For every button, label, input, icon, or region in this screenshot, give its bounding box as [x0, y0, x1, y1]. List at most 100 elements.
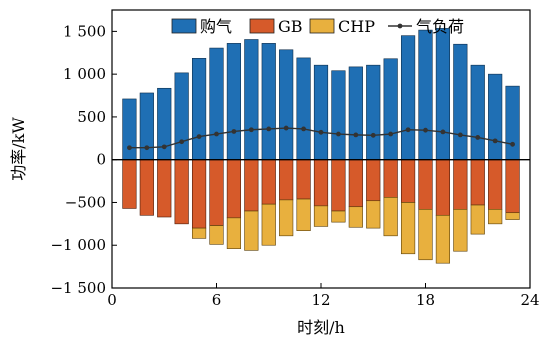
bar-gb	[191, 159, 207, 229]
bar-chp	[279, 199, 294, 237]
load-point	[388, 131, 394, 137]
bar-gb	[488, 159, 503, 210]
load-point	[231, 129, 237, 134]
bar-purchase	[209, 47, 224, 160]
bar-chp	[488, 209, 503, 225]
load-point	[144, 145, 150, 151]
load-line-layer	[127, 125, 515, 151]
bar-gb	[209, 159, 224, 226]
x-tick-label: 6	[212, 291, 222, 309]
bar-gb	[157, 159, 172, 218]
bar-chp	[383, 197, 398, 237]
y-tick-label: 500	[77, 108, 106, 126]
bar-chp	[470, 204, 485, 235]
bar-purchase	[174, 72, 189, 160]
x-axis-label: 时刻/h	[297, 318, 345, 337]
bar-purchase	[331, 70, 346, 160]
bar-purchase	[383, 58, 398, 160]
load-point	[179, 139, 185, 145]
load-point	[127, 145, 132, 151]
load-point	[301, 126, 306, 132]
bar-purchase	[279, 49, 294, 160]
load-point	[283, 125, 289, 131]
bar-chp	[261, 203, 276, 246]
bar-chp	[244, 210, 259, 251]
load-point	[214, 131, 219, 137]
load-point	[196, 134, 202, 139]
legend-label: CHP	[338, 17, 375, 36]
load-point	[248, 127, 254, 133]
load-point	[161, 144, 167, 150]
bar-chp	[313, 205, 329, 227]
bar-gb	[418, 159, 433, 210]
legend-label: GB	[278, 17, 303, 36]
bar-chp	[191, 227, 207, 239]
y-tick-label: −500	[65, 193, 106, 211]
bar-chp	[435, 214, 451, 264]
bar-purchase	[191, 58, 207, 160]
bar-purchase	[226, 43, 242, 160]
bar-chp	[296, 198, 311, 231]
bar-purchase	[435, 28, 451, 160]
legend-swatch	[171, 18, 197, 34]
bar-purchase	[296, 57, 311, 160]
bar-gb	[261, 159, 276, 205]
load-point	[475, 135, 481, 140]
y-tick-label: 1 000	[63, 65, 106, 83]
bar-purchase	[261, 43, 276, 160]
x-tick-label: 12	[311, 291, 330, 309]
bar-chp	[209, 225, 224, 245]
y-axis-label: 功率/kW	[9, 117, 28, 181]
bar-gb	[331, 159, 346, 212]
bar-gb	[383, 159, 398, 198]
load-point	[457, 132, 463, 138]
bar-chp	[366, 200, 381, 229]
y-tick-label: 1 500	[63, 22, 106, 40]
bar-gb	[366, 159, 381, 202]
legend-label-load: 气负荷	[416, 17, 464, 36]
bar-chp	[226, 217, 242, 249]
bar-purchase	[470, 64, 485, 160]
bar-gb	[226, 159, 242, 219]
bar-purchase	[418, 29, 433, 160]
bar-purchase	[313, 64, 329, 160]
bar-gb	[174, 159, 189, 225]
bar-purchase	[505, 85, 520, 160]
y-tick-label: −1 000	[50, 236, 106, 254]
load-point	[266, 126, 272, 132]
load-point	[370, 132, 376, 138]
bar-purchase	[488, 73, 503, 160]
bar-gb	[139, 159, 154, 216]
load-point	[492, 138, 498, 144]
load-point	[336, 131, 341, 137]
bar-gb	[296, 159, 311, 200]
bar-purchase	[400, 35, 416, 160]
x-tick-label: 18	[416, 291, 435, 309]
load-point	[423, 127, 428, 133]
bar-chp	[453, 209, 468, 252]
bar-chp	[348, 206, 363, 228]
bar-purchase	[122, 98, 137, 160]
ticks-layer: 0 6 12 18 24 −1 500 −1 000 −500 0 500 1 000 1 500	[50, 22, 539, 309]
bars-layer	[122, 28, 520, 264]
bar-gb	[400, 159, 416, 203]
bar-purchase	[244, 39, 259, 160]
legend: 购气 GB CHP 气负荷	[171, 17, 464, 36]
x-tick-label: 24	[520, 291, 539, 309]
y-tick-label: 0	[96, 151, 106, 169]
bar-gb	[313, 159, 329, 207]
bar-chp	[505, 212, 520, 220]
bar-gb	[505, 159, 520, 214]
load-point	[440, 129, 446, 135]
bar-gb	[348, 159, 363, 208]
bar-gb	[244, 159, 259, 212]
y-tick-label: −1 500	[50, 279, 106, 297]
bar-gb	[279, 159, 294, 201]
legend-marker-load	[397, 23, 403, 29]
bar-chp	[418, 209, 433, 261]
bar-gb	[122, 159, 137, 209]
bar-purchase	[366, 64, 381, 160]
bar-gb	[435, 159, 451, 216]
load-point	[318, 129, 324, 135]
bar-chp	[331, 210, 346, 223]
